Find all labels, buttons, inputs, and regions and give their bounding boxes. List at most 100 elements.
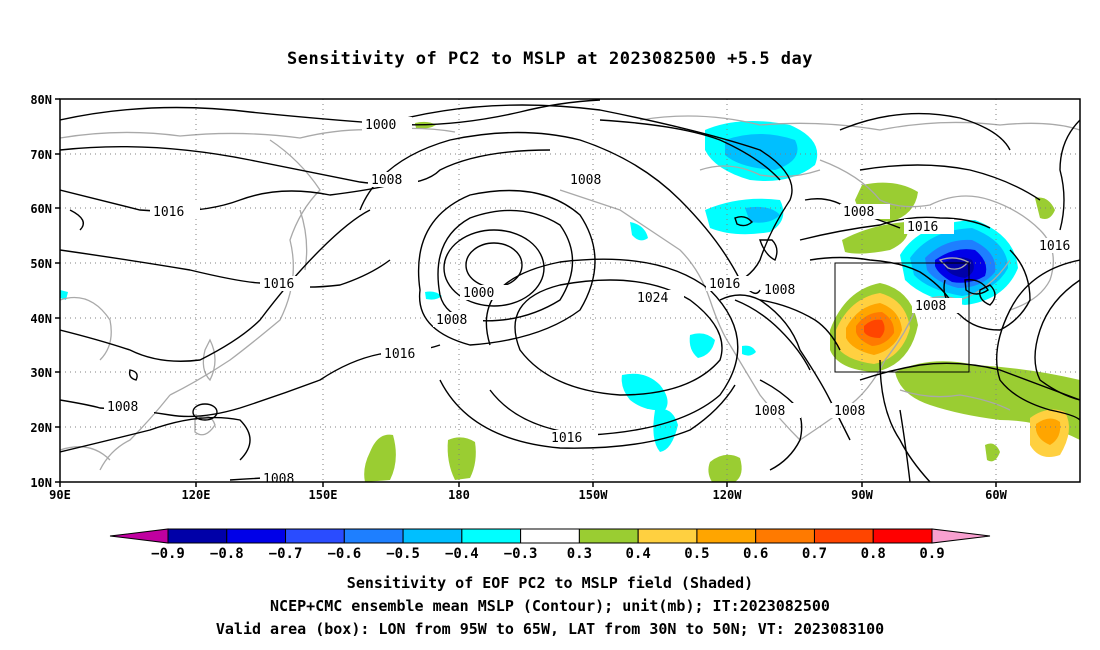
contour-label: 1016 — [1036, 238, 1080, 254]
valid-area-box — [834, 262, 970, 373]
lat-tick-label: 80N — [30, 93, 52, 107]
colorbar: −0.9 −0.8 −0.7 −0.6 −0.5 −0.4 −0.3 0.3 0.4 0.5 0.6… — [109, 528, 991, 562]
lon-tick-label: 90E — [49, 488, 71, 502]
lon-tick-label: 90W — [851, 488, 873, 502]
svg-text:1008: 1008 — [754, 404, 785, 419]
svg-text:1000: 1000 — [365, 118, 396, 133]
lat-tick-label: 70N — [30, 148, 52, 162]
svg-text:1024: 1024 — [637, 291, 668, 306]
neg-region-west-edge — [60, 290, 68, 300]
lon-tick-label: 120W — [713, 488, 743, 502]
pos-region-plains-peak — [864, 319, 885, 338]
pos-region-dateline-west — [364, 434, 396, 482]
contour-labels: 1000 1008 1016 1008 1016 1016 1008 1000 … — [104, 117, 1080, 487]
contour-label: 1016 — [904, 219, 954, 235]
lat-axis: 80N 70N 60N 50N 40N 30N 20N 10N — [30, 93, 60, 490]
colorbar-tick-label: 0.3 — [567, 546, 592, 562]
plot-title: Sensitivity of PC2 to MSLP at 2023082500… — [286, 49, 813, 69]
colorbar-cell — [343, 528, 404, 544]
lon-axis: 90E 120E 150E 180 150W 120W 90W 60W — [49, 482, 1008, 502]
colorbar-cell — [578, 528, 639, 544]
svg-text:1016: 1016 — [551, 431, 582, 446]
lon-tick-label: 180 — [448, 488, 470, 502]
contour-label: 1008 — [761, 282, 811, 298]
contour-label: 1016 — [260, 276, 310, 292]
caption-valid-area: Valid area (box): LON from 95W to 65W, L… — [215, 620, 885, 638]
colorbar-tick-label: 0.4 — [626, 546, 651, 562]
svg-text:1016: 1016 — [709, 277, 740, 292]
svg-text:1008: 1008 — [570, 173, 601, 188]
svg-text:1016: 1016 — [153, 205, 184, 220]
contour-label: 1008 — [831, 403, 881, 419]
caption-shaded: Sensitivity of EOF PC2 to MSLP field (Sh… — [346, 574, 754, 592]
colorbar-left-arrow — [109, 528, 169, 544]
contour-label: 1024 — [634, 290, 684, 306]
colorbar-cell — [285, 528, 345, 544]
svg-text:1008: 1008 — [834, 404, 865, 419]
pos-region-canada-mid — [842, 222, 908, 254]
contour-label: 1016 — [150, 204, 200, 220]
colorbar-right-arrow — [931, 528, 991, 544]
svg-text:1008: 1008 — [107, 400, 138, 415]
lon-tick-label: 60W — [985, 488, 1007, 502]
contour-label: 1000 — [362, 117, 412, 133]
lon-tick-label: 150W — [579, 488, 609, 502]
neg-region-alaska-core — [745, 206, 780, 223]
lat-tick-label: 10N — [30, 476, 52, 490]
svg-text:1008: 1008 — [764, 283, 795, 298]
neg-region-pacific-east — [689, 333, 715, 358]
contour-label: 1016 — [548, 430, 598, 446]
contour-label: 1016 — [381, 346, 431, 362]
colorbar-cell — [755, 528, 815, 544]
contour-label: 1008 — [104, 399, 154, 415]
colorbar-cell — [461, 528, 522, 544]
lat-tick-label: 50N — [30, 257, 52, 271]
neg-region-pacific-mid — [425, 291, 442, 300]
colorbar-tick-label: −0.5 — [386, 546, 420, 562]
svg-text:1016: 1016 — [907, 220, 938, 235]
colorbar-tick-label: 0.9 — [919, 546, 944, 562]
colorbar-cell — [520, 528, 580, 544]
contour-label: 1008 — [433, 312, 483, 328]
svg-text:1008: 1008 — [843, 205, 874, 220]
contour-label: 1008 — [260, 472, 310, 487]
colorbar-tick-label: −0.4 — [445, 546, 479, 562]
colorbar-tick-label: −0.9 — [151, 546, 185, 562]
colorbar-tick-label: 0.8 — [861, 546, 886, 562]
colorbar-cell — [813, 528, 874, 544]
map-frame — [59, 98, 1081, 483]
neg-region-hawaii-south — [653, 409, 678, 452]
colorbar-cell — [872, 528, 933, 544]
colorbar-tick-label: −0.8 — [210, 546, 244, 562]
svg-text:1016: 1016 — [263, 277, 294, 292]
contour-label: 1008 — [751, 403, 801, 419]
colorbar-cell — [637, 528, 698, 544]
colorbar-cell — [226, 528, 287, 544]
lat-tick-label: 20N — [30, 421, 52, 435]
colorbar-tick-label: −0.7 — [269, 546, 303, 562]
lon-tick-label: 120E — [182, 488, 211, 502]
colorbar-cell — [696, 528, 757, 544]
contour-label: 1008 — [567, 172, 617, 188]
neg-region-hawaii-north — [621, 373, 668, 411]
svg-text:1008: 1008 — [436, 313, 467, 328]
contour-label: 1008 — [912, 298, 962, 314]
pos-region-mexico-pacific — [708, 454, 742, 482]
colorbar-tick-label: 0.7 — [802, 546, 827, 562]
svg-text:1008: 1008 — [263, 472, 294, 487]
neg-region-gulf — [630, 222, 648, 241]
contour-label: 1016 — [706, 276, 756, 292]
contour-label: 1000 — [460, 285, 510, 301]
colorbar-cell — [402, 528, 463, 544]
colorbar-tick-label: −0.3 — [504, 546, 538, 562]
contour-label: 1008 — [368, 172, 418, 188]
colorbar-cell — [167, 528, 228, 544]
contour-label: 1008 — [840, 204, 890, 220]
pos-region-atlantic-small — [985, 443, 1000, 462]
colorbar-tick-label: 0.6 — [743, 546, 768, 562]
lat-tick-label: 40N — [30, 312, 52, 326]
pos-region-dateline-east — [447, 437, 476, 480]
svg-text:1008: 1008 — [371, 173, 402, 188]
lat-tick-label: 30N — [30, 366, 52, 380]
